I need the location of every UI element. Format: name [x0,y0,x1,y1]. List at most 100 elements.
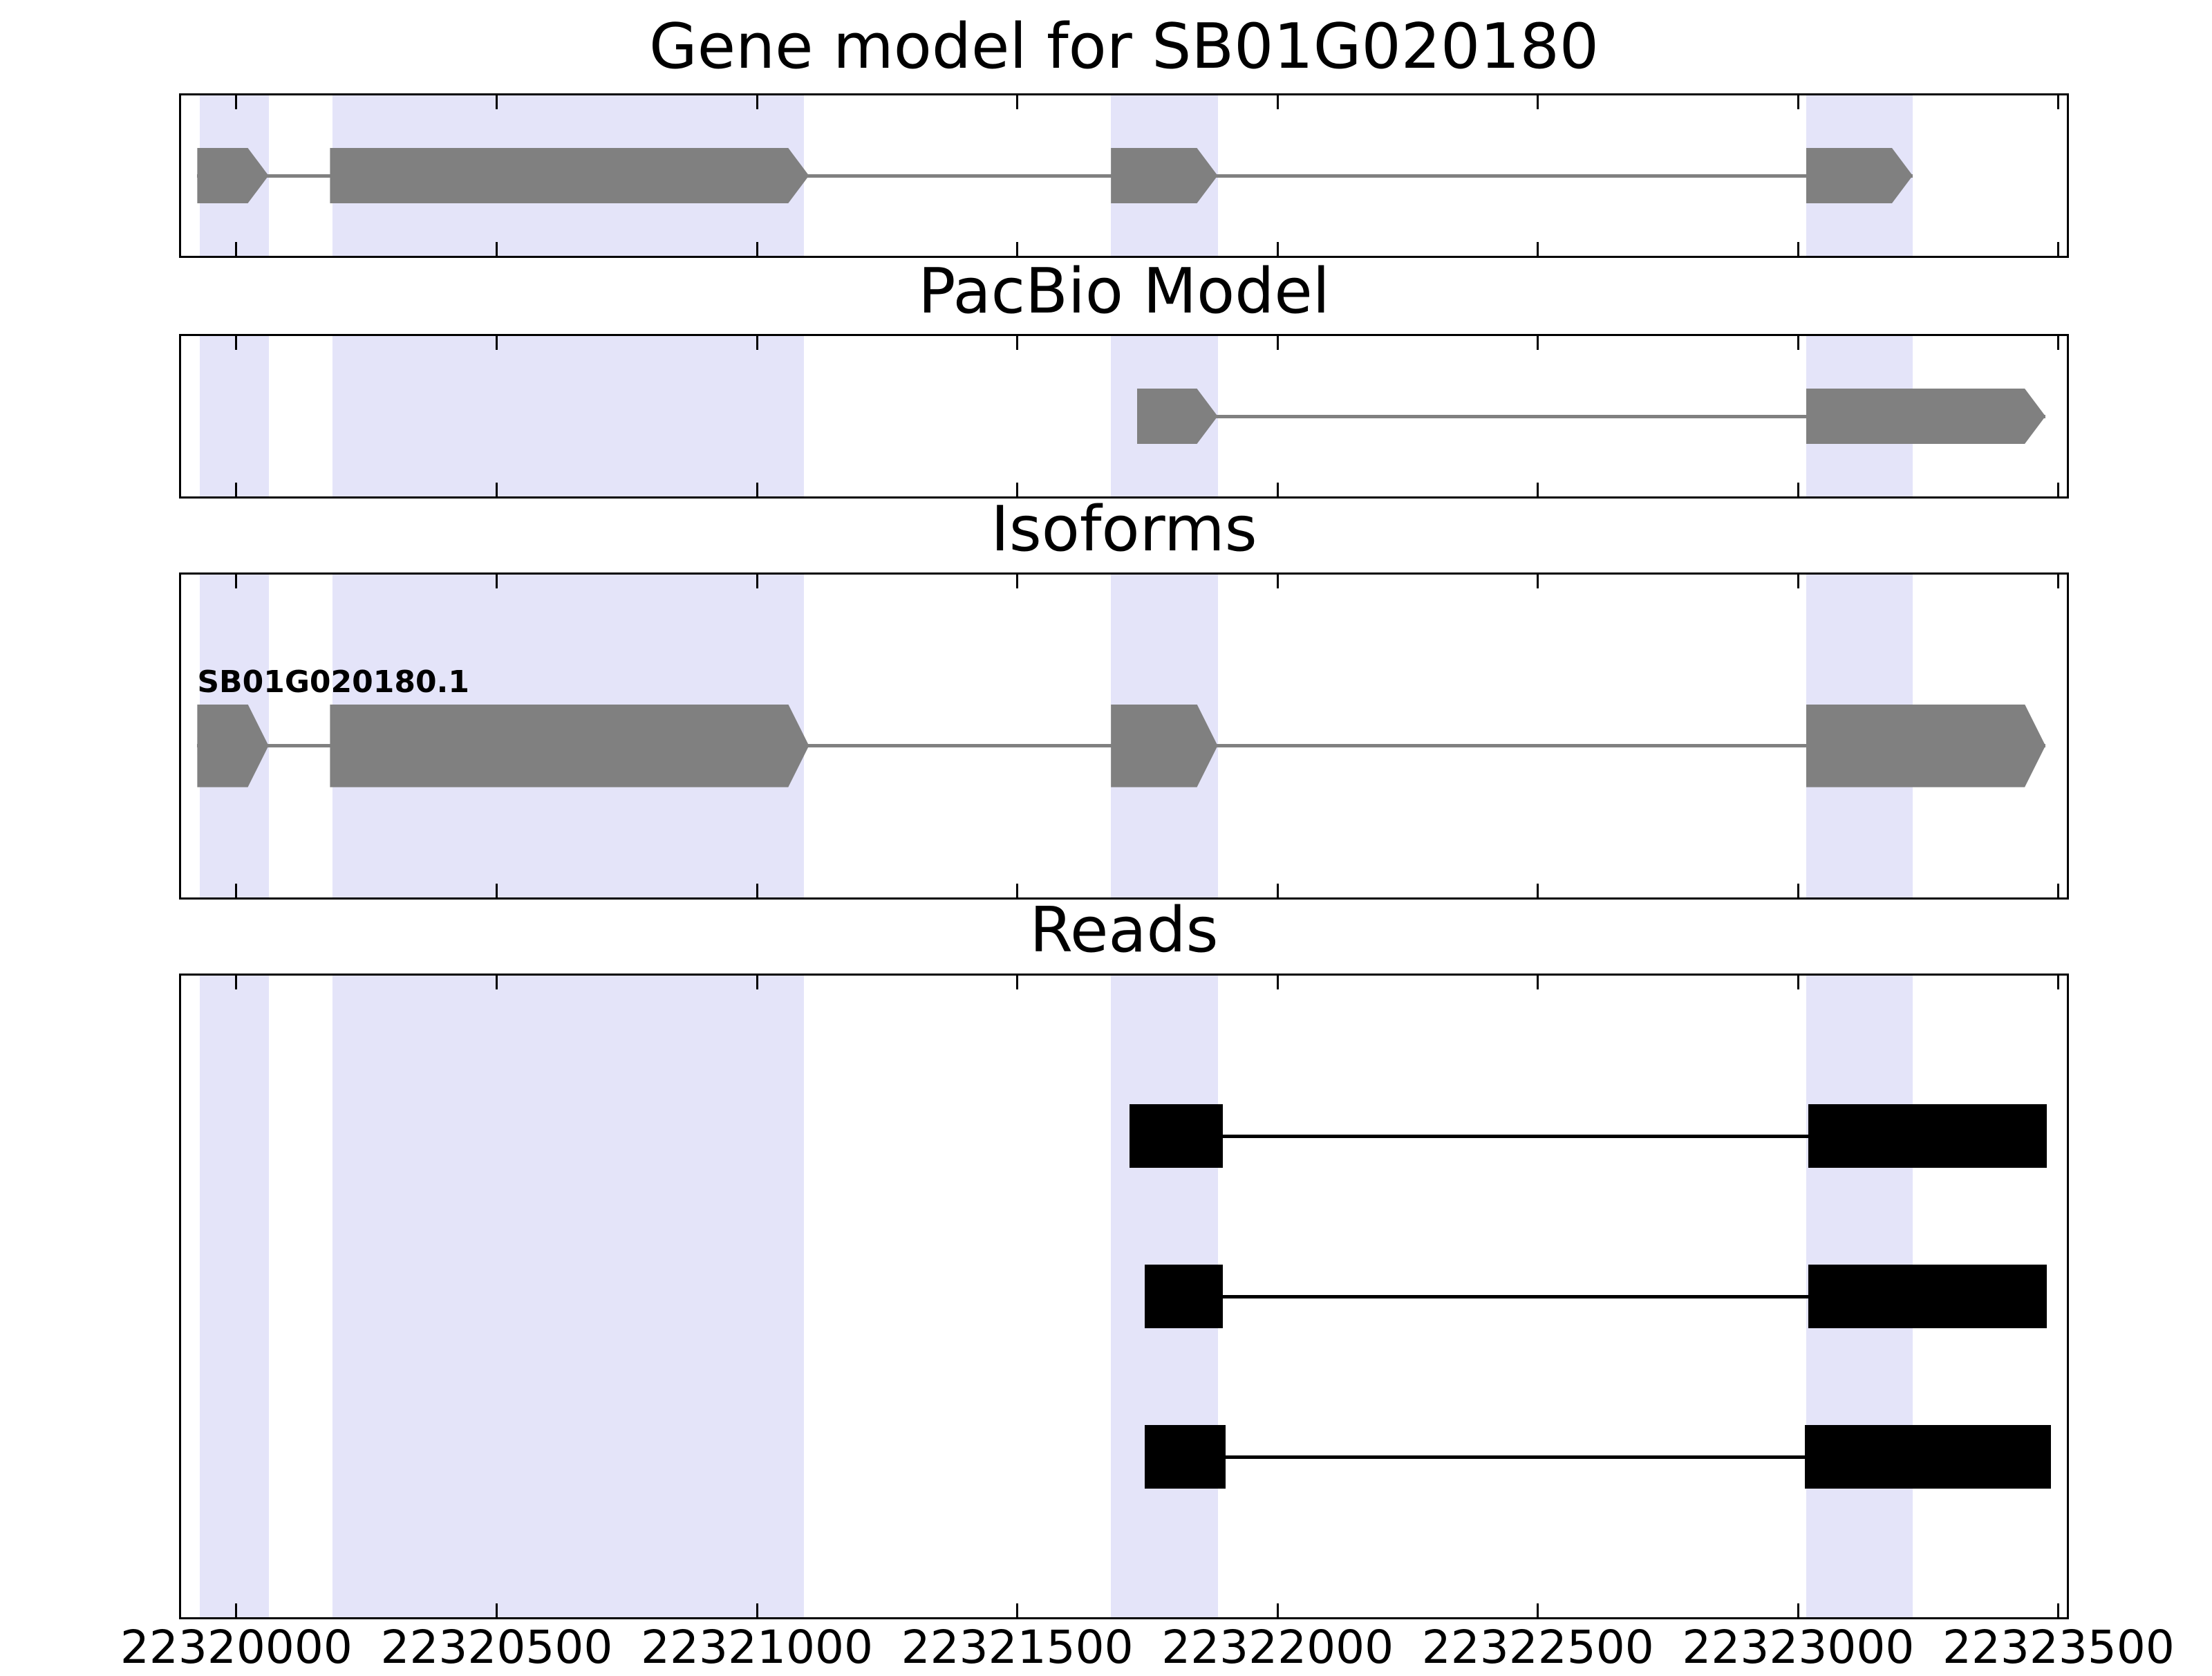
intron-line [1136,414,2046,418]
axis-tick [756,884,758,897]
axis-tick [1016,575,1019,588]
axis-tick [1276,976,1279,989]
axis-tick [2057,242,2060,256]
axis-tick [235,95,238,109]
read-exon [1805,1425,2051,1489]
exon-arrow [1111,148,1217,203]
exon-arrow [1806,148,1913,203]
axis-tick [1276,575,1279,588]
axis-tick [1797,242,1799,256]
read-exon [1129,1104,1224,1168]
axis-tick [1276,1603,1279,1617]
axis-tick [1797,95,1799,109]
read-exon [1145,1425,1226,1489]
axis-tick [495,95,498,109]
axis-tick [495,976,498,989]
panel-isoforms: SB01G020180.1 [179,572,2069,900]
axis-tick [1537,242,1539,256]
axis-tick [1276,242,1279,256]
x-tick-label: 22321000 [641,1621,873,1674]
axis-tick [1797,575,1799,588]
axis-tick [2057,336,2060,350]
axis-tick [756,242,758,256]
x-tick-label: 22320500 [380,1621,613,1674]
axis-tick [1537,483,1539,496]
axis-tick [235,242,238,256]
axis-tick [235,483,238,496]
axis-tick [1276,336,1279,350]
axis-tick [495,575,498,588]
axis-tick [1797,884,1799,897]
panel-title-isoforms: Isoforms [991,493,1257,566]
axis-tick [495,242,498,256]
axis-tick [756,976,758,989]
axis-tick [1016,1603,1019,1617]
axis-tick [1797,336,1799,350]
axis-tick [2057,976,2060,989]
axis-tick [2057,1603,2060,1617]
axis-tick [756,483,758,496]
axis-tick [1537,95,1539,109]
x-tick-label: 22322500 [1421,1621,1654,1674]
intron-line [1145,1294,2047,1298]
axis-tick [1797,1603,1799,1617]
highlight-band [332,336,804,496]
exon-arrow [1806,389,2045,444]
axis-tick [1537,1603,1539,1617]
x-tick-label: 22321500 [901,1621,1134,1674]
panel-title-gene-model: Gene model for SB01G020180 [648,10,1600,83]
highlight-band [200,336,269,496]
highlight-band [332,976,804,1617]
axis-tick [1016,976,1019,989]
axis-tick [495,336,498,350]
axis-tick [2057,575,2060,588]
panel-gene-model [179,93,2069,258]
axis-tick [756,1603,758,1617]
x-tick-label: 22323500 [1942,1621,2175,1674]
axis-tick [1016,95,1019,109]
exon-arrow [1111,705,1217,788]
exon-arrow [330,705,809,788]
exon-arrow [330,148,809,203]
axis-tick [1537,884,1539,897]
axis-tick [235,976,238,989]
axis-tick [1537,575,1539,588]
panel-title-pacbio: PacBio Model [918,255,1330,328]
axis-tick [756,575,758,588]
panel-pacbio [179,334,2069,499]
axis-tick [235,1603,238,1617]
x-tick-label: 22323000 [1682,1621,1915,1674]
axis-tick [756,95,758,109]
axis-tick [495,483,498,496]
axis-tick [1276,483,1279,496]
axis-tick [1537,976,1539,989]
intron-line [197,174,1913,178]
axis-tick [1016,242,1019,256]
axis-tick [1537,336,1539,350]
axis-tick [1797,976,1799,989]
exon-arrow [1806,705,2045,788]
axis-tick [1016,336,1019,350]
panel-reads [179,974,2069,1619]
axis-tick [2057,884,2060,897]
x-axis-tick-labels: 22320000 22320500 22321000 22321500 22322000… [0,1621,2212,1676]
axis-tick [235,336,238,350]
axis-tick [1276,95,1279,109]
axis-tick [235,884,238,897]
axis-tick [756,336,758,350]
isoform-label: SB01G020180.1 [197,664,469,700]
read-exon [1808,1265,2047,1328]
x-tick-label: 22320000 [120,1621,353,1674]
axis-tick [1016,884,1019,897]
read-exon [1145,1265,1224,1328]
intron-line [1129,1134,2047,1138]
panel-title-reads: Reads [1029,894,1219,967]
axis-tick [495,1603,498,1617]
intron-line [1145,1455,2051,1459]
axis-tick [235,575,238,588]
highlight-band [200,976,269,1617]
axis-tick [2057,483,2060,496]
axis-tick [1276,884,1279,897]
axis-tick [1016,483,1019,496]
